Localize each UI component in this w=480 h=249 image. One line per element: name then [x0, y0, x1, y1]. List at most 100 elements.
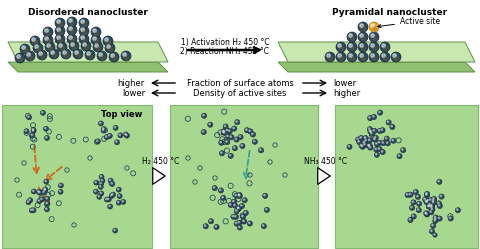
Circle shape — [433, 218, 438, 223]
Circle shape — [377, 128, 383, 133]
Circle shape — [108, 204, 113, 209]
Circle shape — [385, 141, 390, 146]
Circle shape — [208, 219, 214, 224]
Circle shape — [110, 194, 112, 196]
Circle shape — [358, 42, 368, 52]
Circle shape — [46, 197, 48, 199]
Circle shape — [33, 43, 43, 53]
Circle shape — [336, 52, 346, 62]
Circle shape — [71, 29, 74, 34]
Text: NH₃ 450 °C: NH₃ 450 °C — [304, 157, 348, 166]
Circle shape — [428, 198, 433, 203]
Circle shape — [437, 202, 439, 203]
Circle shape — [102, 129, 104, 131]
Circle shape — [349, 54, 352, 57]
Circle shape — [64, 54, 69, 58]
Circle shape — [370, 131, 374, 136]
Circle shape — [109, 205, 110, 207]
Circle shape — [372, 128, 377, 133]
Circle shape — [99, 191, 104, 196]
Circle shape — [411, 200, 416, 205]
Circle shape — [434, 234, 435, 235]
Circle shape — [63, 51, 66, 54]
Circle shape — [100, 183, 101, 184]
Circle shape — [430, 207, 435, 212]
Circle shape — [350, 57, 355, 61]
Circle shape — [336, 42, 346, 52]
Circle shape — [220, 141, 221, 143]
Circle shape — [413, 189, 419, 195]
Circle shape — [118, 201, 119, 203]
Circle shape — [110, 192, 116, 197]
Circle shape — [385, 137, 387, 139]
Circle shape — [357, 138, 359, 139]
Circle shape — [417, 195, 418, 197]
Circle shape — [424, 191, 430, 196]
Circle shape — [117, 194, 122, 199]
Circle shape — [40, 55, 45, 59]
Circle shape — [456, 208, 460, 213]
Circle shape — [378, 148, 380, 149]
Circle shape — [201, 129, 206, 135]
Circle shape — [57, 36, 60, 39]
Circle shape — [408, 192, 413, 197]
Circle shape — [431, 200, 436, 205]
Circle shape — [93, 37, 96, 40]
Circle shape — [386, 120, 391, 125]
Circle shape — [97, 194, 102, 199]
Circle shape — [232, 146, 238, 151]
Circle shape — [203, 224, 208, 229]
Circle shape — [434, 216, 436, 218]
Circle shape — [252, 139, 257, 144]
Circle shape — [69, 19, 72, 22]
Circle shape — [366, 143, 372, 148]
Circle shape — [238, 221, 240, 223]
Circle shape — [360, 144, 365, 149]
Circle shape — [113, 228, 118, 233]
Circle shape — [381, 140, 386, 146]
Circle shape — [55, 34, 65, 44]
Circle shape — [37, 50, 47, 60]
Circle shape — [375, 153, 377, 155]
Circle shape — [252, 133, 253, 134]
Circle shape — [46, 208, 47, 209]
Circle shape — [387, 121, 389, 123]
Circle shape — [237, 225, 242, 230]
Circle shape — [45, 196, 50, 201]
Circle shape — [95, 32, 98, 36]
Circle shape — [114, 126, 116, 128]
Circle shape — [98, 195, 99, 197]
Text: Disordered nanocluster: Disordered nanocluster — [28, 8, 148, 17]
Circle shape — [236, 206, 241, 211]
Circle shape — [369, 117, 370, 118]
Circle shape — [98, 181, 104, 186]
Circle shape — [32, 209, 34, 210]
Circle shape — [374, 147, 379, 152]
Circle shape — [264, 194, 265, 196]
Circle shape — [239, 135, 240, 137]
Circle shape — [100, 122, 101, 124]
Circle shape — [230, 136, 231, 137]
Circle shape — [377, 110, 383, 115]
Circle shape — [381, 151, 383, 152]
Circle shape — [431, 206, 432, 208]
Circle shape — [429, 203, 430, 205]
Circle shape — [380, 128, 385, 133]
Circle shape — [99, 174, 104, 179]
Circle shape — [234, 193, 239, 198]
Circle shape — [426, 204, 432, 209]
Circle shape — [426, 198, 431, 203]
Circle shape — [59, 44, 62, 47]
Circle shape — [372, 26, 376, 30]
Circle shape — [228, 130, 230, 131]
Circle shape — [433, 217, 438, 222]
Circle shape — [36, 48, 40, 52]
Circle shape — [15, 53, 25, 63]
Circle shape — [409, 205, 415, 210]
Circle shape — [243, 199, 245, 200]
Circle shape — [427, 205, 429, 207]
Circle shape — [27, 201, 29, 202]
Circle shape — [380, 42, 390, 52]
Circle shape — [363, 135, 368, 141]
Circle shape — [116, 200, 121, 205]
